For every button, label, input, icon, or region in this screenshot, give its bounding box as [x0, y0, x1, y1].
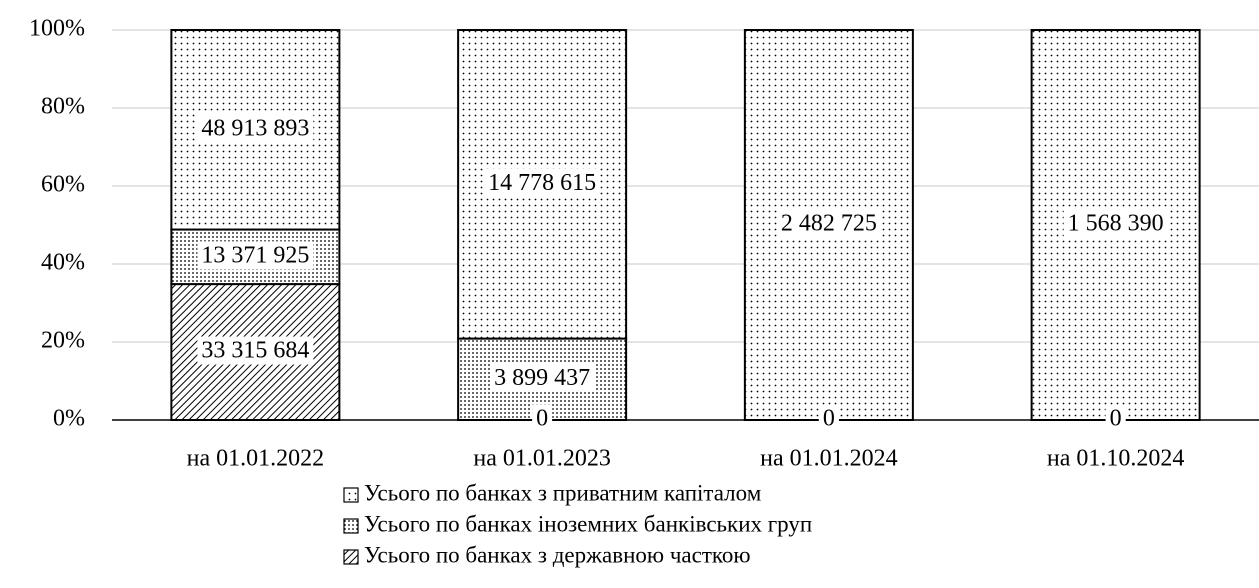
data-label: 0: [823, 406, 835, 432]
x-tick-label: на 01.01.2022: [187, 446, 325, 472]
y-tick-label: 20%: [41, 328, 85, 354]
data-label: 3 899 437: [494, 365, 590, 391]
label-background: [197, 241, 314, 270]
legend-swatch: [343, 518, 359, 534]
data-label: 2 482 725: [781, 211, 877, 237]
label-background: [776, 209, 881, 238]
x-tick-label: на 01.01.2023: [473, 446, 611, 472]
legend: Усього по банках з державною часткою Усьо…: [343, 480, 812, 567]
label-background: [818, 404, 839, 433]
legend-label: Усього по банках іноземних банківських г…: [364, 511, 812, 536]
data-label: 1 568 390: [1068, 211, 1164, 237]
legend-label: Усього по банках з державною часткою: [364, 542, 751, 567]
legend-swatch: [343, 549, 359, 565]
y-tick-label: 80%: [41, 94, 85, 120]
data-label: 0: [1110, 406, 1122, 432]
legend-swatch: [343, 487, 359, 503]
x-tick-label: на 01.01.2024: [760, 446, 898, 472]
label-background: [197, 336, 314, 365]
label-background: [490, 363, 595, 392]
label-background: [532, 404, 553, 433]
labels: 33 315 684 13 371 925 48 913 893 0 3 899 437…: [197, 114, 1168, 433]
label-background: [197, 114, 314, 143]
label-background: [1105, 404, 1126, 433]
data-label: 0: [536, 406, 548, 432]
label-background: [1063, 209, 1168, 238]
y-tick-label: 40%: [41, 250, 85, 276]
data-label: 33 315 684: [201, 338, 309, 364]
y-tick-label: 60%: [41, 172, 85, 198]
legend-label: Усього по банках з приватним капіталом: [364, 480, 762, 505]
y-tick-label: 100%: [29, 16, 85, 42]
bars: [170, 29, 1201, 422]
data-label: 48 913 893: [201, 115, 309, 141]
y-tick-label: 0%: [53, 406, 85, 432]
data-label: 14 778 615: [488, 170, 596, 196]
label-background: [484, 168, 601, 197]
data-label: 13 371 925: [201, 242, 309, 268]
x-tick-label: на 01.10.2024: [1047, 446, 1185, 472]
